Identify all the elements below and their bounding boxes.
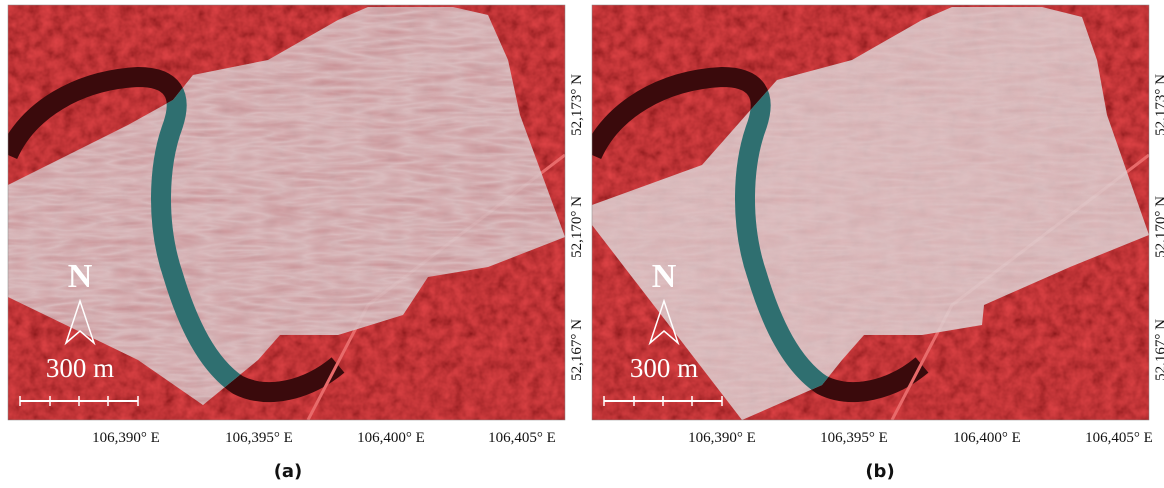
map-panel: N 300 m 106,390° E 106,395° E 106,400° E 106,… xyxy=(592,5,1164,482)
scale-label: 300 m xyxy=(630,353,698,383)
caption: (a) xyxy=(274,461,303,482)
map-panel: N 300 m 106,390° E 106,395° E 106,400° E 106,… xyxy=(8,5,585,482)
scale-label: 300 m xyxy=(46,353,114,383)
y-tick-label: 52,167° N xyxy=(569,319,585,381)
y-tick-label: 52,173° N xyxy=(569,74,585,136)
x-tick-label: 106,390° E xyxy=(92,430,160,446)
x-tick-label: 106,395° E xyxy=(225,430,293,446)
caption: (b) xyxy=(865,461,894,482)
map-image: N 300 m xyxy=(8,5,565,420)
x-tick-label: 106,395° E xyxy=(820,430,888,446)
y-tick-label: 52,170° N xyxy=(569,196,585,258)
north-label: N xyxy=(652,258,677,295)
x-tick-label: 106,390° E xyxy=(688,430,756,446)
north-label: N xyxy=(68,258,93,295)
y-tick-label: 52,173° N xyxy=(1153,74,1164,136)
y-tick-label: 52,167° N xyxy=(1153,319,1164,381)
figure: N 300 m 106,390° E 106,395° E 106,400° E 106,… xyxy=(0,0,1164,488)
y-tick-label: 52,170° N xyxy=(1153,196,1164,258)
x-tick-label: 106,400° E xyxy=(953,430,1021,446)
x-tick-label: 106,400° E xyxy=(357,430,425,446)
x-tick-label: 106,405° E xyxy=(1085,430,1153,446)
x-tick-label: 106,405° E xyxy=(488,430,556,446)
map-image: N 300 m xyxy=(592,5,1149,420)
